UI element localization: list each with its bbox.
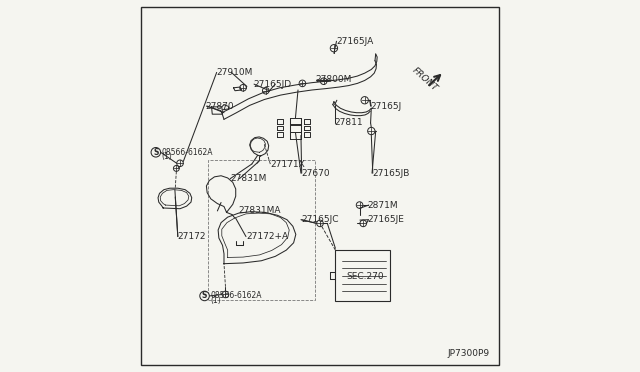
Text: JP7300P9: JP7300P9 (447, 349, 490, 358)
Text: 27800M: 27800M (316, 75, 352, 84)
Text: 27165JC: 27165JC (301, 215, 339, 224)
Text: 27165JD: 27165JD (253, 80, 291, 89)
Text: 27831M: 27831M (230, 174, 267, 183)
Text: 27165JE: 27165JE (367, 215, 404, 224)
Text: FRONT: FRONT (410, 66, 439, 93)
Circle shape (200, 291, 209, 301)
Text: 27910M: 27910M (217, 68, 253, 77)
Text: 27165JA: 27165JA (337, 37, 374, 46)
Circle shape (151, 148, 161, 157)
Text: (1): (1) (162, 152, 172, 161)
Text: (1): (1) (210, 296, 221, 305)
Text: 27172+A: 27172+A (246, 232, 288, 241)
Text: 27165JB: 27165JB (372, 169, 410, 178)
Text: 27670: 27670 (301, 169, 330, 178)
Text: 27165J: 27165J (371, 102, 402, 110)
Text: SEC.270: SEC.270 (346, 272, 384, 281)
Text: 27870: 27870 (205, 102, 234, 110)
Text: 2871M: 2871M (367, 201, 398, 209)
Text: 27811: 27811 (334, 118, 362, 128)
Text: S: S (153, 148, 159, 157)
Text: 27831MA: 27831MA (239, 206, 281, 215)
Text: 27172: 27172 (178, 232, 206, 241)
Text: 27171X: 27171X (271, 160, 305, 169)
Text: S: S (202, 291, 207, 301)
Bar (335, 250, 390, 301)
Bar (208, 160, 314, 299)
Text: 08566-6162A: 08566-6162A (162, 148, 213, 157)
Text: 08566-6162A: 08566-6162A (210, 291, 262, 301)
